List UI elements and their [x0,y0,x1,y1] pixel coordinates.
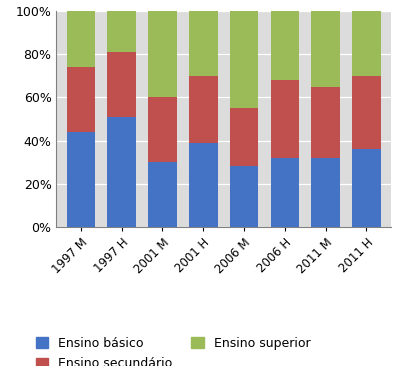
Bar [312,11,340,86]
Bar [108,117,136,227]
Bar [66,132,95,227]
Bar [312,86,340,158]
Bar [230,11,258,108]
Bar [352,149,381,227]
Bar [148,97,177,162]
Bar [312,158,340,227]
Bar [230,167,258,227]
Bar [189,76,218,143]
Bar [352,76,381,149]
Bar [230,108,258,167]
Bar [270,80,299,158]
Bar [108,11,136,52]
Bar [148,11,177,97]
Bar [66,67,95,132]
Legend: Ensino básico, Ensino secundário, Ensino superior: Ensino básico, Ensino secundário, Ensino… [36,337,311,366]
Bar [270,11,299,80]
Bar [66,11,95,67]
Bar [189,143,218,227]
Bar [270,158,299,227]
Bar [189,11,218,76]
Bar [108,52,136,117]
Bar [148,162,177,227]
Bar [352,11,381,76]
